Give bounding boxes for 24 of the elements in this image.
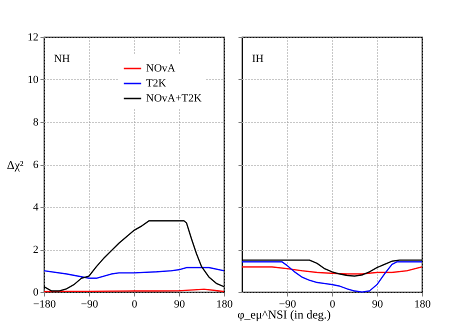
y-tick-label: 10 bbox=[28, 74, 39, 86]
y-axis-title: Δχ² bbox=[6, 158, 24, 172]
x-tick-label: 180 bbox=[414, 298, 432, 310]
line-series bbox=[43, 266, 225, 279]
x-tick-label: 0 bbox=[132, 298, 138, 310]
x-axis-title: φ_eμ^NSI (in deg.) bbox=[238, 308, 331, 322]
annotation: IH bbox=[252, 53, 264, 65]
legend-label: NOvA bbox=[146, 62, 176, 74]
y-tick-label: 12 bbox=[28, 32, 38, 44]
x-tick-label: −180 bbox=[33, 298, 56, 310]
y-tick-label: 6 bbox=[33, 159, 39, 171]
annotation: NH bbox=[54, 53, 70, 65]
x-tick-label: 0 bbox=[330, 298, 336, 310]
y-tick-label: 2 bbox=[33, 244, 38, 256]
x-tick-label: 90 bbox=[372, 298, 384, 310]
x-tick-label: 90 bbox=[174, 298, 186, 310]
y-tick-label: 0 bbox=[33, 286, 39, 298]
legend-label: NOvA+T2K bbox=[146, 92, 202, 104]
x-tick-label: −90 bbox=[80, 298, 99, 310]
y-tick-label: 4 bbox=[33, 202, 39, 214]
legend-label: T2K bbox=[146, 78, 166, 90]
y-tick-label: 8 bbox=[33, 116, 39, 128]
x-tick-label: 180 bbox=[216, 298, 234, 310]
x-tick-label: −90 bbox=[278, 298, 297, 310]
